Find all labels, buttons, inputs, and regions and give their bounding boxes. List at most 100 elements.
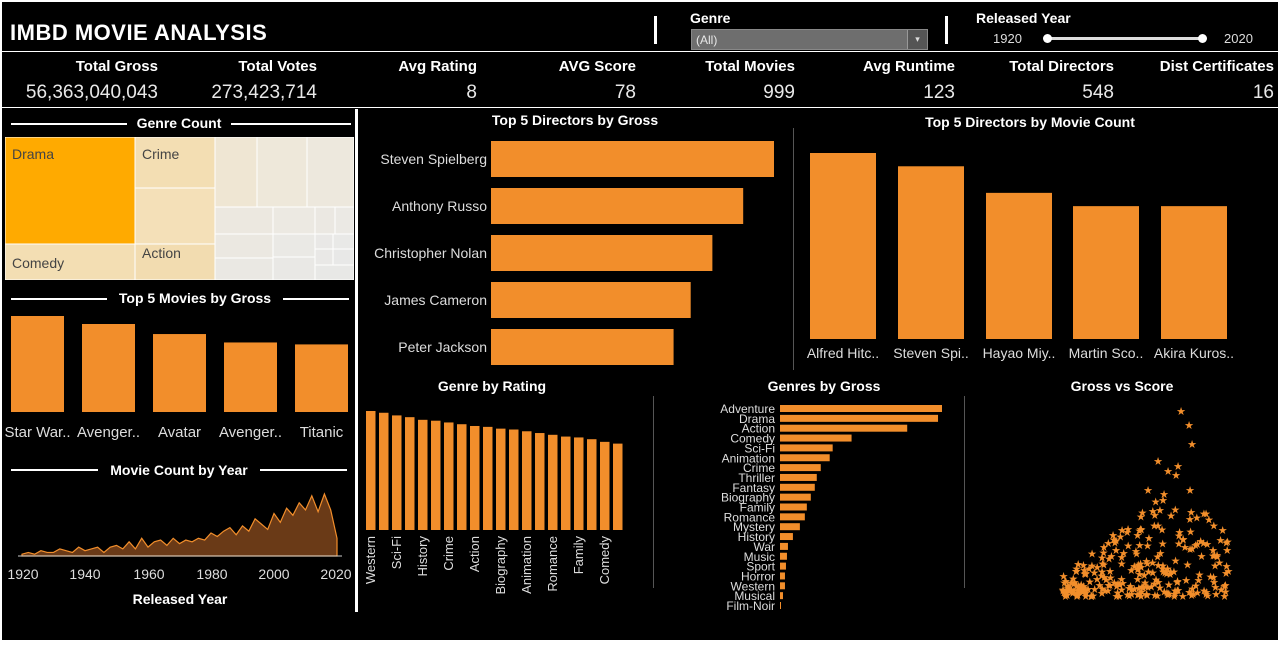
directors-gross-title: Top 5 Directors by Gross: [491, 112, 659, 128]
scatter-point: ★: [1188, 589, 1198, 601]
scatter-point: ★: [1178, 534, 1188, 546]
genre-rating-bar: [405, 417, 415, 530]
scatter-point: ★: [1171, 470, 1181, 482]
genre-gross-label: Comedy: [730, 432, 775, 446]
scatter-point: ★: [1071, 566, 1081, 578]
movie-bar-label: Star War..: [4, 424, 70, 441]
treemap-cell: [314, 264, 354, 280]
scatter-point: ★: [1075, 583, 1085, 595]
scatter-point: ★: [1079, 585, 1089, 597]
scatter-point: ★: [1194, 570, 1204, 582]
scatter-point: ★: [1100, 585, 1110, 597]
year-axis-title: Released Year: [133, 591, 228, 607]
treemap-label-drama: Drama: [12, 146, 54, 162]
movie-bar: [11, 316, 64, 412]
year-slider-track[interactable]: [1047, 37, 1203, 40]
scatter-point: ★: [1139, 570, 1149, 582]
scatter-point: ★: [1078, 560, 1088, 572]
year-slider-min-handle[interactable]: [1043, 34, 1052, 43]
director-count-bar: [1161, 206, 1227, 339]
scatter-point: ★: [1149, 521, 1159, 533]
director-count-bar: [810, 153, 876, 339]
directors-count-title: Top 5 Directors by Movie Count: [925, 114, 1135, 130]
scatter-point: ★: [1209, 551, 1219, 563]
scatter-point: ★: [1113, 579, 1123, 591]
scatter-point: ★: [1124, 591, 1134, 603]
header-divider: [654, 16, 657, 44]
genre-gross-label: Crime: [743, 461, 775, 475]
scatter-point: ★: [1178, 534, 1188, 546]
scatter-point: ★: [1086, 591, 1096, 603]
scatter-point: ★: [1165, 569, 1175, 581]
scatter-point: ★: [1142, 589, 1152, 601]
scatter-point: ★: [1123, 589, 1133, 601]
directors-gross-chart: Steven Spielberg Anthony Russo Christopher…: [374, 141, 774, 365]
scatter-point: ★: [1105, 580, 1115, 592]
scatter-point: ★: [1084, 564, 1094, 576]
scatter-point: ★: [1081, 591, 1091, 603]
movie-bar-label: Titanic: [300, 424, 344, 441]
director-gross-bar: [491, 235, 713, 271]
scatter-point: ★: [1159, 586, 1169, 598]
scatter-point: ★: [1173, 585, 1183, 597]
scatter-point: ★: [1117, 584, 1127, 596]
scatter-point: ★: [1106, 572, 1116, 584]
scatter-point: ★: [1192, 513, 1202, 525]
scatter-point: ★: [1219, 581, 1229, 593]
year-slider-max-handle[interactable]: [1198, 34, 1207, 43]
chevron-down-icon[interactable]: ▾: [907, 30, 927, 49]
genre-gross-bar: [780, 444, 833, 452]
scatter-point: ★: [1138, 583, 1148, 595]
scatter-point: ★: [1111, 535, 1121, 547]
kpi-value: 123: [923, 82, 955, 103]
scatter-point: ★: [1080, 585, 1090, 597]
scatter-point: ★: [1222, 545, 1232, 557]
scatter-point: ★: [1081, 588, 1091, 600]
genre-gross-bar: [780, 592, 783, 600]
kpi-value: 56,363,040,043: [25, 82, 158, 103]
scatter-point: ★: [1123, 524, 1133, 536]
genre-rating-bar: [587, 439, 597, 530]
scatter-point: ★: [1068, 573, 1078, 585]
genre-dropdown-value: (All): [696, 33, 718, 47]
page-title: IMBD MOVIE ANALYSIS: [10, 20, 268, 45]
director-gross-bar: [491, 188, 744, 224]
scatter-point: ★: [1210, 560, 1220, 572]
scatter-point: ★: [1092, 574, 1102, 586]
genre-rating-chart: Western Sci-Fi History Crime Action Biography…: [363, 411, 623, 595]
scatter-point: ★: [1143, 582, 1153, 594]
scatter-point: ★: [1158, 539, 1168, 551]
scatter-point: ★: [1076, 581, 1086, 593]
scatter-point: ★: [1063, 581, 1073, 593]
year-slider-max: 2020: [1224, 31, 1253, 46]
treemap-label-crime: Crime: [142, 146, 180, 162]
scatter-point: ★: [1185, 485, 1195, 497]
scatter-point: ★: [1109, 534, 1119, 546]
scatter-point: ★: [1099, 559, 1109, 571]
section-rule: [11, 123, 127, 125]
kpi-label: AVG Score: [558, 58, 636, 75]
scatter-point: ★: [1117, 574, 1127, 586]
scatter-point: ★: [1169, 567, 1179, 579]
scatter-point: ★: [1148, 558, 1158, 570]
scatter-point: ★: [1162, 588, 1172, 600]
movie-bar-label: Avenger..: [77, 424, 140, 441]
genre-gross-label: Western: [731, 579, 775, 593]
movie-bar-label: Avatar: [158, 424, 201, 441]
scatter-point: ★: [1137, 582, 1147, 594]
genre-gross-bar: [780, 503, 807, 511]
treemap-cell: [214, 257, 274, 280]
genre-dropdown[interactable]: (All) ▾: [691, 29, 928, 50]
scatter-point: ★: [1127, 584, 1137, 596]
scatter-point: ★: [1059, 578, 1069, 590]
scatter-point: ★: [1110, 538, 1120, 550]
genre-rating-bar: [561, 436, 571, 530]
scatter-point: ★: [1186, 507, 1196, 519]
scatter-point: ★: [1073, 559, 1083, 571]
movie-count-year-chart: 1920 1940 1960 1980 2000 2020 Released Year: [7, 492, 352, 607]
scatter-point: ★: [1129, 561, 1139, 573]
scatter-point: ★: [1103, 538, 1113, 550]
scatter-point: ★: [1086, 591, 1096, 603]
scatter-point: ★: [1173, 461, 1183, 473]
kpi-label: Dist Certificates: [1159, 58, 1274, 75]
